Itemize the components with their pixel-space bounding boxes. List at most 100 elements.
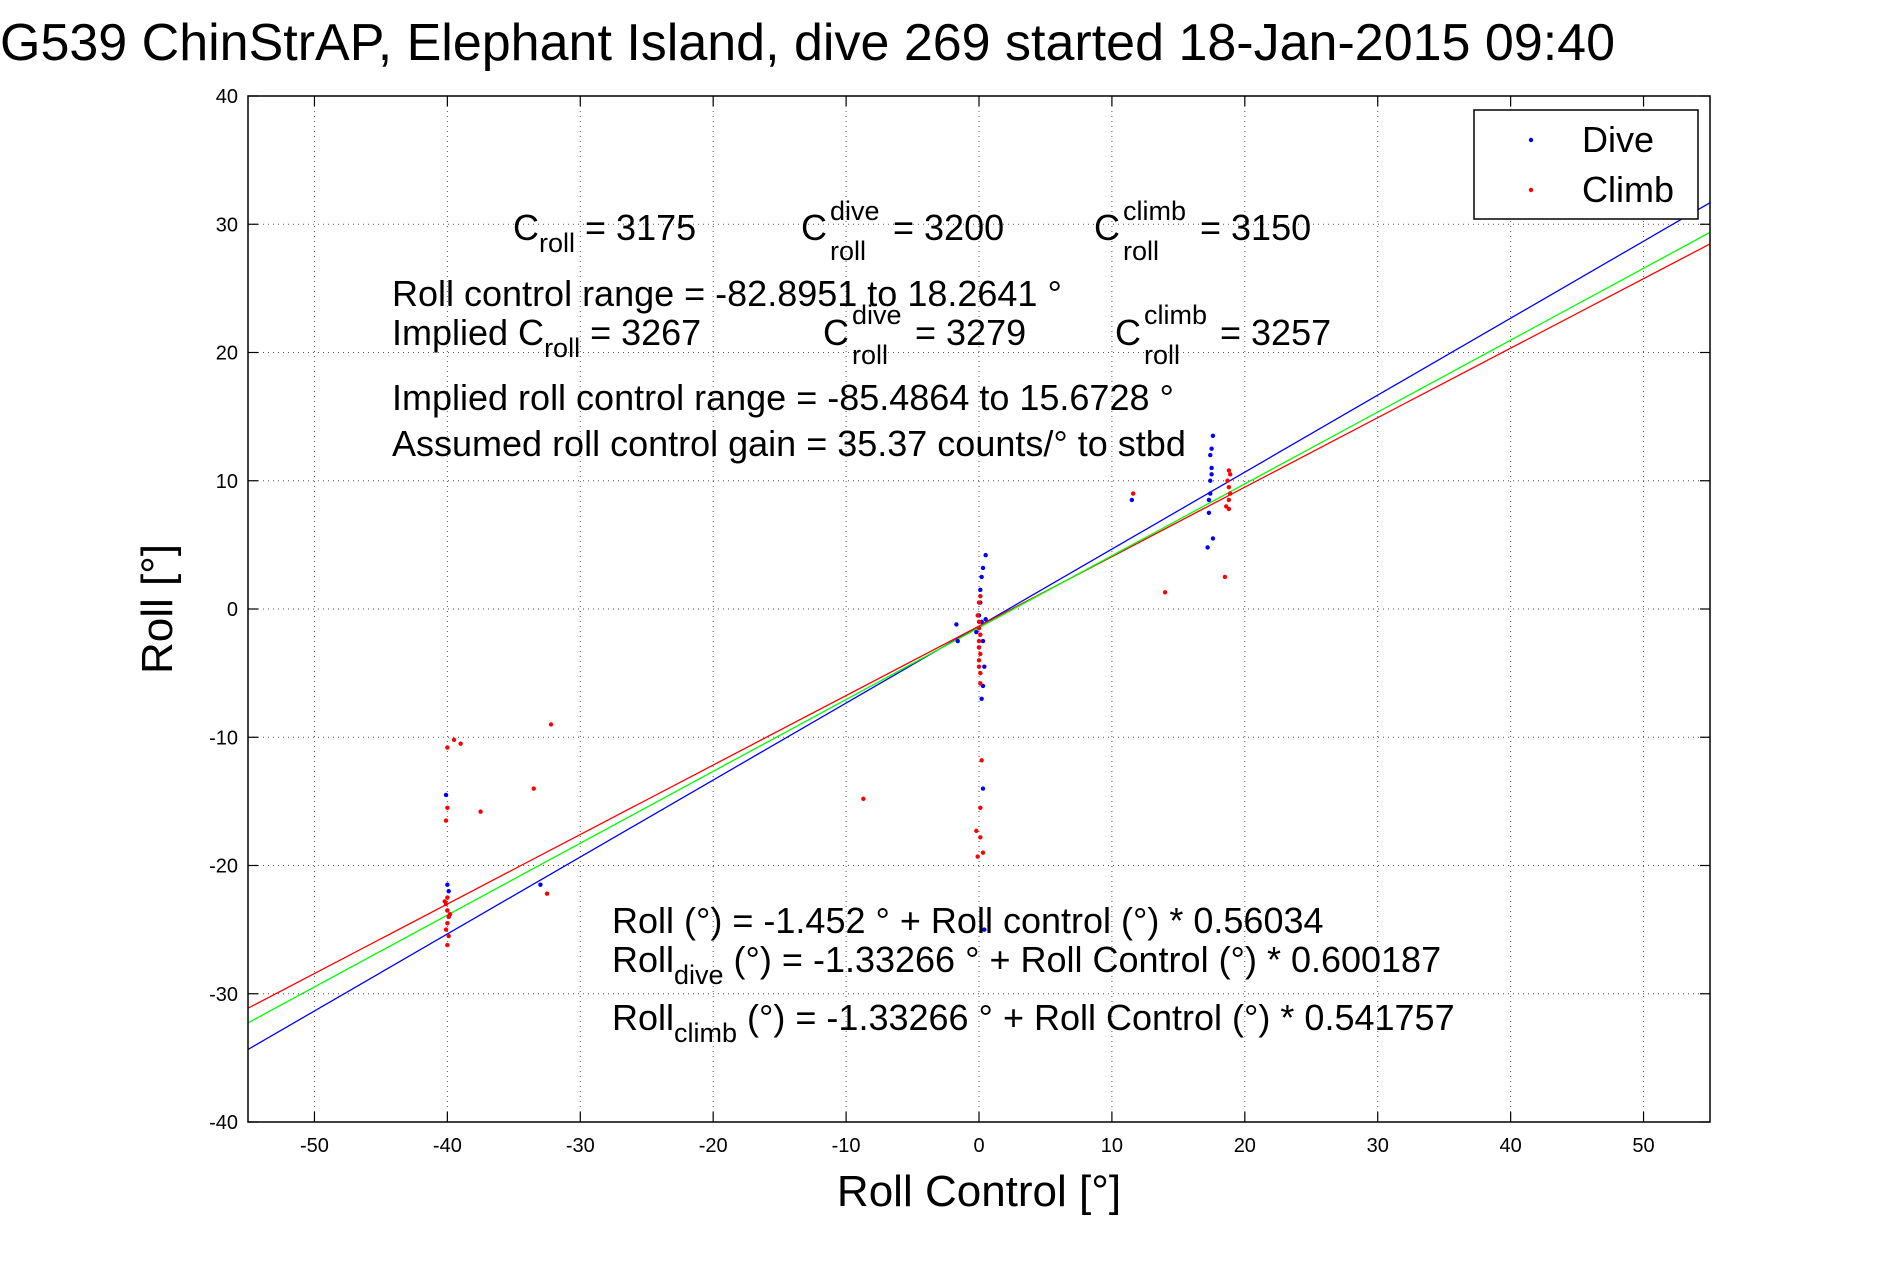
y-tick-label: 30 <box>216 214 238 236</box>
annotation-roll-dive-equation: Rolldive (°) = -1.33266 ° + Roll Control… <box>612 939 1441 990</box>
data-point-climb <box>445 921 450 926</box>
data-point-climb <box>445 745 450 750</box>
data-point-dive <box>446 888 451 894</box>
x-tick-label: 20 <box>1234 1135 1256 1157</box>
annotation-roll-control-range: Roll control range = -82.8951 to 18.2641… <box>392 273 1062 314</box>
data-point-climb <box>548 722 554 727</box>
data-point-dive <box>443 792 449 798</box>
data-point-climb <box>979 758 984 763</box>
y-tick-label: -40 <box>209 1112 238 1134</box>
legend-entry-dive: Dive <box>1582 119 1654 160</box>
x-tick-label: 10 <box>1101 1135 1123 1157</box>
svg-text:climb: climb <box>1144 300 1207 330</box>
data-point-dive <box>978 587 983 592</box>
data-point-climb <box>458 741 463 746</box>
y-tick-label: 40 <box>216 86 238 108</box>
data-point-dive <box>980 786 986 791</box>
annotation-cclimb: C climb roll = 3150 <box>1094 196 1311 266</box>
annotation-roll-control-gain: Assumed roll control gain = 35.37 counts… <box>392 423 1186 464</box>
svg-text:roll: roll <box>1144 340 1180 370</box>
chart-title: G539 ChinStrAP, Elephant Island, dive 26… <box>0 14 1615 72</box>
data-point-climb <box>1226 484 1232 490</box>
data-point-dive <box>979 696 984 701</box>
data-point-climb <box>445 942 450 948</box>
data-point-climb <box>1222 574 1228 580</box>
svg-text:C: C <box>823 312 849 353</box>
svg-text:= 3257: = 3257 <box>1220 312 1331 353</box>
annotation-roll-climb-equation: Rollclimb (°) = -1.33266 ° + Roll Contro… <box>612 997 1455 1048</box>
data-point-climb <box>861 796 866 802</box>
data-point-dive <box>979 574 984 580</box>
data-point-dive <box>982 927 987 932</box>
data-point-dive <box>955 638 960 644</box>
svg-text:C: C <box>1094 207 1120 248</box>
data-point-dive <box>980 565 986 571</box>
data-point-climb <box>445 908 450 913</box>
y-tick-label: 10 <box>216 471 238 493</box>
data-point-climb <box>978 681 983 686</box>
data-point-climb <box>975 854 980 859</box>
data-point-climb <box>976 600 982 605</box>
data-point-dive <box>1210 433 1216 439</box>
legend: Dive Climb <box>1473 109 1699 220</box>
x-tick-label: 0 <box>973 1135 984 1157</box>
data-point-climb <box>1226 468 1232 473</box>
data-point-dive <box>954 622 959 627</box>
x-tick-label: -50 <box>300 1135 329 1157</box>
data-point-dive <box>445 882 450 887</box>
data-point-climb <box>976 664 982 669</box>
svg-text:roll: roll <box>852 340 888 370</box>
data-point-climb <box>974 828 979 834</box>
data-point-climb <box>978 670 983 676</box>
data-point-climb <box>443 818 449 823</box>
data-point-climb <box>980 850 986 855</box>
svg-text:C: C <box>801 207 827 248</box>
data-point-dive <box>983 552 988 558</box>
data-point-dive <box>1206 497 1212 503</box>
legend-marker-dive <box>1528 137 1534 143</box>
data-point-dive <box>1209 472 1214 477</box>
svg-text:roll: roll <box>1123 236 1159 266</box>
annotation-c-values: Croll = 3175 C dive roll = 3200 C climb … <box>513 196 1311 266</box>
data-point-climb <box>976 619 982 625</box>
svg-text:= 3150: = 3150 <box>1200 207 1311 248</box>
data-point-climb <box>978 593 983 599</box>
data-point-climb <box>976 638 982 644</box>
data-point-climb <box>1226 506 1232 512</box>
data-point-climb <box>975 613 980 618</box>
data-point-dive <box>1205 545 1210 550</box>
x-tick-label: 50 <box>1632 1135 1654 1157</box>
data-point-climb <box>978 835 983 840</box>
data-point-climb <box>978 805 983 810</box>
data-point-dive <box>983 617 988 622</box>
plot-frame <box>247 95 1711 1123</box>
data-point-climb <box>531 786 536 791</box>
data-point-climb <box>1226 497 1232 503</box>
data-point-climb <box>976 658 982 663</box>
data-point-dive <box>1208 452 1213 458</box>
data-point-climb <box>544 891 550 896</box>
data-point-climb <box>451 737 457 743</box>
data-point-climb <box>976 626 982 631</box>
legend-entry-climb: Climb <box>1582 169 1674 210</box>
data-point-climb <box>976 645 982 650</box>
data-point-climb <box>443 927 449 932</box>
svg-text:dive: dive <box>852 300 902 330</box>
x-axis-label: Roll Control [°] <box>837 1167 1121 1216</box>
y-tick-label: 0 <box>227 599 238 621</box>
data-point-dive <box>538 882 543 887</box>
data-point-climb <box>445 805 450 810</box>
y-tick-label: -10 <box>209 727 238 749</box>
y-tick-label: -30 <box>209 984 238 1006</box>
data-point-dive <box>1209 446 1214 451</box>
data-point-dive <box>982 664 987 669</box>
svg-text:= 3200: = 3200 <box>893 207 1004 248</box>
svg-text:roll: roll <box>830 236 866 266</box>
svg-text:= 3279: = 3279 <box>915 312 1026 353</box>
data-point-climb <box>478 809 483 814</box>
tick-labels: -50 -40 -30 -20 -10 0 10 20 30 40 50 -40 -30 -20 -10 0 1… <box>209 86 1655 1157</box>
svg-text:climb: climb <box>1123 196 1186 226</box>
x-tick-label: 30 <box>1367 1135 1389 1157</box>
annotation-croll: Croll = 3175 <box>513 207 696 258</box>
